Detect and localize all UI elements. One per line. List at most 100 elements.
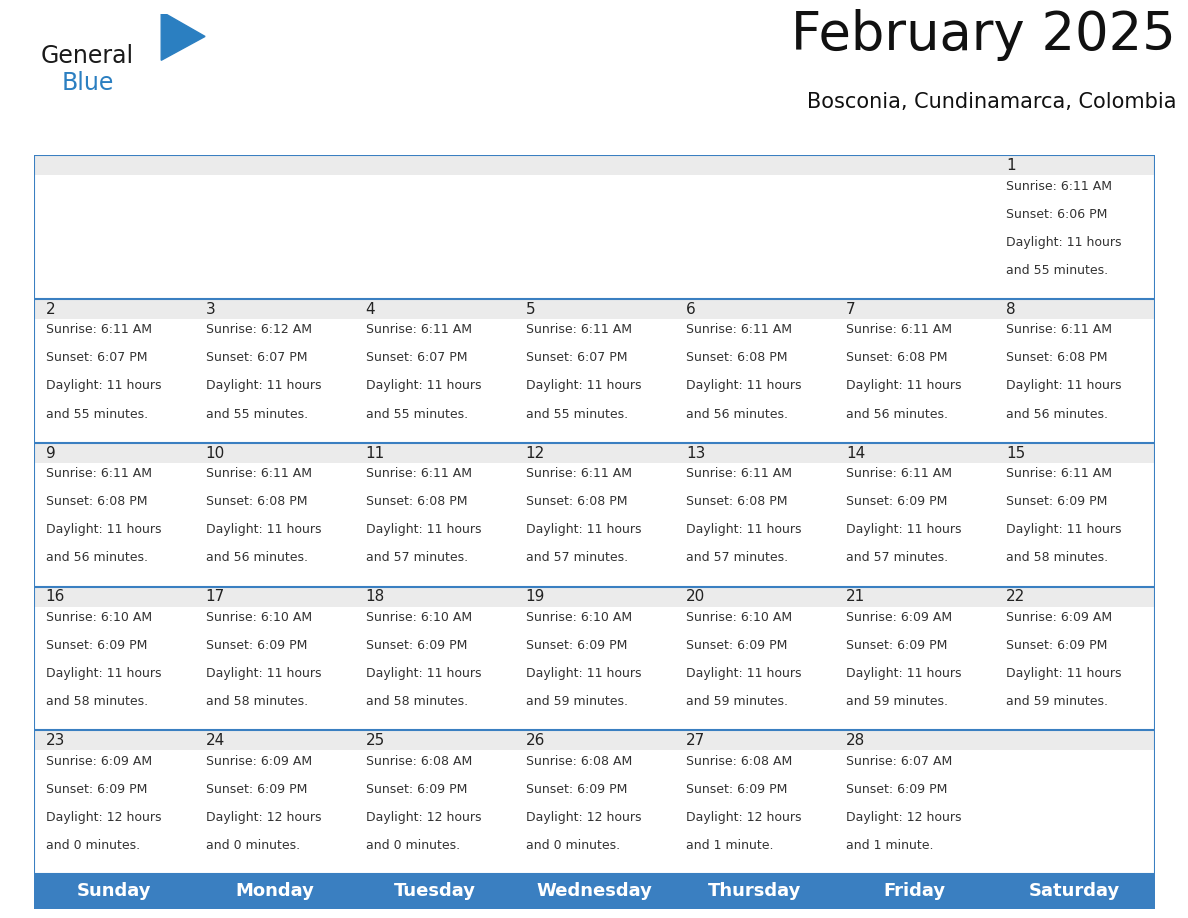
Bar	[34, 587, 1155, 731]
Text: Daylight: 11 hours: Daylight: 11 hours	[526, 667, 642, 680]
Text: Daylight: 11 hours: Daylight: 11 hours	[685, 667, 802, 680]
Text: Blue: Blue	[62, 71, 114, 95]
Text: Daylight: 11 hours: Daylight: 11 hours	[685, 523, 802, 536]
Text: Sunrise: 6:11 AM: Sunrise: 6:11 AM	[1006, 467, 1112, 480]
Text: Sunset: 6:06 PM: Sunset: 6:06 PM	[1006, 207, 1107, 220]
Text: Daylight: 12 hours: Daylight: 12 hours	[685, 811, 802, 823]
Text: Sunset: 6:09 PM: Sunset: 6:09 PM	[45, 639, 147, 652]
Text: Daylight: 12 hours: Daylight: 12 hours	[366, 811, 481, 823]
Text: Sunrise: 6:12 AM: Sunrise: 6:12 AM	[206, 323, 311, 336]
Text: Daylight: 12 hours: Daylight: 12 hours	[526, 811, 642, 823]
Text: 20: 20	[685, 589, 704, 604]
Bar	[675, 319, 835, 442]
Text: and 56 minutes.: and 56 minutes.	[206, 552, 308, 565]
Text: Sunrise: 6:08 AM: Sunrise: 6:08 AM	[366, 755, 472, 767]
Bar	[675, 463, 835, 587]
Text: Sunset: 6:09 PM: Sunset: 6:09 PM	[45, 783, 147, 796]
Text: 10: 10	[206, 445, 225, 461]
Bar	[195, 463, 354, 587]
Text: Sunrise: 6:10 AM: Sunrise: 6:10 AM	[366, 611, 472, 624]
Text: Tuesday: Tuesday	[393, 882, 475, 901]
Bar	[354, 463, 514, 587]
Text: Sunset: 6:09 PM: Sunset: 6:09 PM	[685, 639, 788, 652]
Text: 18: 18	[366, 589, 385, 604]
Text: Sunrise: 6:11 AM: Sunrise: 6:11 AM	[366, 467, 472, 480]
Bar	[675, 750, 835, 874]
Bar	[195, 607, 354, 731]
Bar	[514, 299, 675, 319]
Text: Sunrise: 6:10 AM: Sunrise: 6:10 AM	[45, 611, 152, 624]
Text: Sunset: 6:07 PM: Sunset: 6:07 PM	[526, 352, 627, 364]
Text: Sunrise: 6:08 AM: Sunrise: 6:08 AM	[526, 755, 632, 767]
Text: 9: 9	[45, 445, 56, 461]
Text: Bosconia, Cundinamarca, Colombia: Bosconia, Cundinamarca, Colombia	[807, 92, 1176, 112]
Text: 23: 23	[45, 733, 65, 748]
Bar	[994, 463, 1155, 587]
Bar	[354, 319, 514, 442]
Bar	[354, 750, 514, 874]
Text: and 56 minutes.: and 56 minutes.	[1006, 408, 1108, 420]
Bar	[34, 442, 1155, 587]
Bar	[34, 587, 195, 607]
Bar	[994, 607, 1155, 731]
Text: Daylight: 11 hours: Daylight: 11 hours	[45, 379, 162, 393]
Bar	[994, 155, 1155, 175]
Text: 1: 1	[1006, 158, 1016, 173]
Text: and 0 minutes.: and 0 minutes.	[526, 839, 620, 852]
Text: Sunrise: 6:09 AM: Sunrise: 6:09 AM	[1006, 611, 1112, 624]
Bar	[675, 607, 835, 731]
Text: Sunset: 6:08 PM: Sunset: 6:08 PM	[526, 495, 627, 509]
Text: Monday: Monday	[235, 882, 314, 901]
Text: 24: 24	[206, 733, 225, 748]
Text: Daylight: 11 hours: Daylight: 11 hours	[685, 379, 802, 393]
Text: 13: 13	[685, 445, 706, 461]
Bar	[354, 155, 514, 175]
Text: 15: 15	[1006, 445, 1025, 461]
Bar	[835, 442, 994, 463]
Bar	[994, 299, 1155, 319]
Bar	[195, 442, 354, 463]
Text: and 57 minutes.: and 57 minutes.	[366, 552, 468, 565]
Text: Daylight: 11 hours: Daylight: 11 hours	[45, 667, 162, 680]
Text: Daylight: 11 hours: Daylight: 11 hours	[206, 523, 321, 536]
Text: and 56 minutes.: and 56 minutes.	[45, 552, 147, 565]
Bar	[835, 607, 994, 731]
Text: Daylight: 11 hours: Daylight: 11 hours	[846, 667, 961, 680]
Text: Daylight: 11 hours: Daylight: 11 hours	[1006, 667, 1121, 680]
Bar	[514, 175, 675, 299]
Text: Sunset: 6:09 PM: Sunset: 6:09 PM	[846, 495, 947, 509]
Bar	[994, 587, 1155, 607]
Text: and 56 minutes.: and 56 minutes.	[685, 408, 788, 420]
Bar	[675, 299, 835, 319]
Text: 3: 3	[206, 302, 215, 317]
Bar	[34, 299, 1155, 442]
Text: Daylight: 12 hours: Daylight: 12 hours	[846, 811, 961, 823]
Text: and 55 minutes.: and 55 minutes.	[1006, 263, 1108, 276]
Bar	[514, 750, 675, 874]
Text: and 56 minutes.: and 56 minutes.	[846, 408, 948, 420]
Bar	[195, 750, 354, 874]
Text: 8: 8	[1006, 302, 1016, 317]
Bar	[34, 442, 195, 463]
Text: Daylight: 11 hours: Daylight: 11 hours	[366, 667, 481, 680]
Text: Daylight: 11 hours: Daylight: 11 hours	[526, 379, 642, 393]
Text: and 59 minutes.: and 59 minutes.	[846, 695, 948, 708]
Text: Sunset: 6:09 PM: Sunset: 6:09 PM	[846, 639, 947, 652]
Bar	[835, 750, 994, 874]
Text: Sunrise: 6:10 AM: Sunrise: 6:10 AM	[526, 611, 632, 624]
Text: 11: 11	[366, 445, 385, 461]
Bar	[514, 463, 675, 587]
Text: Sunrise: 6:10 AM: Sunrise: 6:10 AM	[685, 611, 792, 624]
Text: Sunrise: 6:11 AM: Sunrise: 6:11 AM	[526, 467, 632, 480]
Text: 4: 4	[366, 302, 375, 317]
Text: Sunset: 6:08 PM: Sunset: 6:08 PM	[366, 495, 467, 509]
Text: Sunrise: 6:11 AM: Sunrise: 6:11 AM	[846, 323, 952, 336]
Text: Sunset: 6:09 PM: Sunset: 6:09 PM	[526, 639, 627, 652]
Text: Sunset: 6:07 PM: Sunset: 6:07 PM	[206, 352, 308, 364]
Text: Daylight: 11 hours: Daylight: 11 hours	[846, 523, 961, 536]
Bar	[195, 155, 354, 175]
Text: and 59 minutes.: and 59 minutes.	[526, 695, 627, 708]
Text: Sunrise: 6:11 AM: Sunrise: 6:11 AM	[1006, 180, 1112, 193]
Bar	[514, 607, 675, 731]
Bar	[835, 463, 994, 587]
